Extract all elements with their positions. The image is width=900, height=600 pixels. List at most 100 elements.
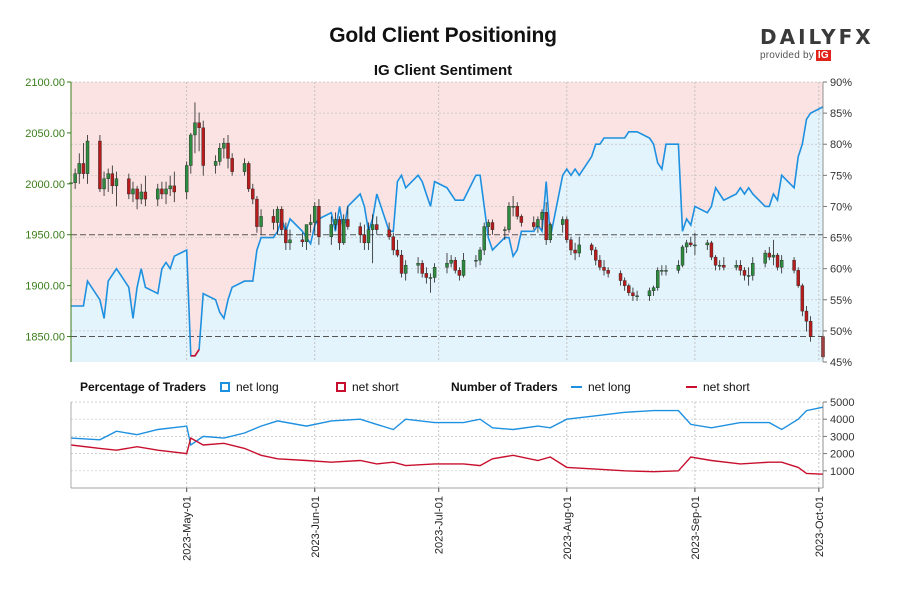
candle	[635, 290, 639, 301]
candle	[792, 257, 796, 274]
candle-body	[445, 263, 449, 268]
count-tick-label: 5000	[830, 397, 854, 409]
x-tick-label: 2023-May-01	[182, 496, 194, 561]
candle-body	[486, 222, 491, 227]
candle	[763, 250, 767, 268]
logo-wordmark: DAILYFX	[760, 25, 871, 49]
candle-body	[536, 219, 540, 227]
price-tick-label: 2100.00	[25, 77, 65, 89]
candle	[135, 185, 139, 210]
traders-count-layer	[70, 406, 824, 475]
candle	[647, 287, 652, 301]
logo-provided-by: provided by	[760, 50, 814, 61]
candle	[110, 165, 115, 194]
candle-body	[734, 265, 738, 268]
pct-tick-label: 65%	[830, 233, 852, 245]
candle	[606, 267, 610, 278]
candle-body	[453, 259, 457, 271]
candle	[288, 229, 292, 250]
candle	[172, 171, 176, 203]
candle	[342, 214, 346, 245]
candle-body	[738, 265, 743, 271]
candle	[106, 168, 110, 192]
candle-body	[751, 263, 755, 276]
candle-body	[767, 252, 771, 258]
legend-num-title: Number of Traders	[451, 380, 558, 394]
candle-body	[647, 290, 652, 297]
candle	[201, 120, 205, 176]
candle	[395, 239, 400, 258]
net-long-percentage-layer	[71, 106, 824, 357]
candle-body	[432, 267, 437, 278]
x-tick-label: 2023-Jun-01	[310, 496, 322, 558]
price-tick-label: 1900.00	[25, 281, 65, 293]
candle-body	[676, 265, 681, 271]
candle	[560, 216, 565, 233]
candle-body	[656, 270, 660, 288]
candle-body	[482, 226, 486, 251]
logo-word-accent: FX	[838, 25, 874, 49]
candle	[275, 206, 280, 235]
candle	[775, 253, 780, 271]
price-tick-label: 1850.00	[25, 332, 65, 344]
candle-body	[168, 185, 172, 190]
price-tick-label: 2000.00	[25, 179, 65, 191]
candle	[573, 242, 577, 261]
candle-body	[660, 270, 664, 272]
candle-body	[532, 222, 536, 227]
candle	[131, 181, 135, 203]
legend-pct-title: Percentage of Traders	[80, 380, 206, 394]
price-tick-label: 2050.00	[25, 128, 65, 140]
candle	[362, 224, 367, 250]
candle-body	[160, 188, 164, 195]
background-layer	[71, 82, 823, 363]
pct-tick-label: 60%	[830, 264, 852, 276]
candle	[713, 255, 718, 271]
candle	[387, 222, 391, 240]
candle-body	[110, 173, 115, 187]
candle	[449, 255, 453, 268]
candle	[602, 260, 606, 276]
pct-tick-label: 75%	[830, 170, 852, 182]
candle	[734, 260, 738, 271]
candle-body	[226, 142, 230, 159]
net-long-area	[71, 106, 823, 363]
candle-body	[515, 206, 519, 217]
candle	[705, 239, 710, 250]
candle	[333, 212, 338, 230]
candle	[808, 316, 813, 342]
chart-subtitle: IG Client Sentiment	[373, 62, 513, 79]
candle-body	[391, 236, 395, 251]
candle-body	[222, 142, 226, 149]
candle-body	[102, 178, 106, 190]
candle-body	[139, 191, 143, 200]
candle-body	[474, 259, 478, 262]
pct-tick-label: 50%	[830, 326, 852, 338]
candle-body	[589, 244, 594, 251]
candle	[461, 253, 466, 278]
candle-body	[635, 295, 639, 298]
candle-body	[230, 158, 234, 172]
axis-layer: 2023-May-01 2023-Jun-01 2023-Jul-01 2023-Au…	[25, 77, 854, 561]
candle-body	[197, 122, 201, 129]
pct-tick-label: 80%	[830, 139, 852, 151]
pct-tick-label: 70%	[830, 201, 852, 213]
candle-body	[792, 259, 796, 271]
legend-num-long-label: net long	[588, 380, 631, 394]
candle-body	[689, 242, 693, 246]
candle	[718, 260, 722, 271]
candle-body	[461, 259, 466, 276]
candle-body	[742, 270, 747, 276]
candle	[197, 112, 201, 152]
candle-body	[218, 147, 222, 162]
candle	[329, 216, 334, 245]
candle	[304, 224, 309, 250]
candle	[226, 134, 230, 169]
candle	[482, 222, 486, 256]
pct-tick-label: 85%	[830, 108, 852, 120]
candle-body	[337, 219, 342, 244]
candle-body	[201, 127, 205, 166]
candle-body	[288, 239, 292, 244]
candle-body	[346, 219, 350, 227]
candle	[259, 209, 263, 235]
